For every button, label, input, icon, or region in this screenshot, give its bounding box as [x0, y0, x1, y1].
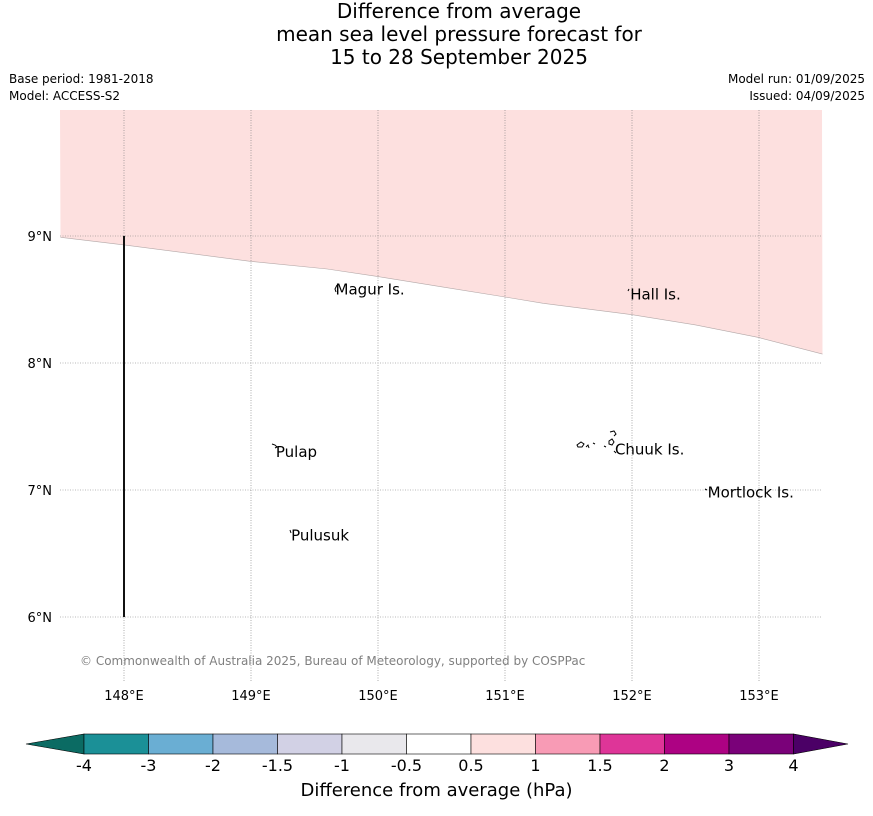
- lon-tick-label: 150°E: [358, 689, 398, 704]
- colorbar-over-triangle: [793, 733, 849, 755]
- island-magur: [334, 284, 338, 293]
- title-line-1: Difference from average: [336, 0, 582, 23]
- island-chuuk: [576, 430, 617, 454]
- lon-tick-label: 152°E: [612, 689, 652, 704]
- colorbar-bin: [277, 733, 343, 755]
- lon-tick-label: 149°E: [231, 689, 271, 704]
- lat-tick-label: 7°N: [28, 484, 53, 499]
- title-line-3: 15 to 28 September 2025: [330, 45, 588, 69]
- lon-tick-label: 148°E: [104, 689, 144, 704]
- island-mortlock: [704, 488, 708, 491]
- island-outlines: [271, 284, 708, 534]
- colorbar-tick-label: 4: [788, 756, 798, 775]
- colorbar-bin: [535, 733, 601, 755]
- colorbar-bin: [599, 733, 665, 755]
- colorbar-under-triangle: [25, 733, 85, 755]
- contour-line: [60, 237, 823, 355]
- lat-tick-label: 6°N: [28, 611, 53, 626]
- map-panel: 148°E 149°E 150°E 151°E 152°E 153°E 9°N 8°N 7°N 6…: [28, 110, 823, 704]
- lat-tick-label: 9°N: [28, 230, 53, 245]
- lat-tick-label: 8°N: [28, 357, 53, 372]
- lon-tick-label: 151°E: [485, 689, 525, 704]
- title-line-2: mean sea level pressure forecast for: [276, 22, 642, 46]
- meta-left: Base period: 1981-2018 Model: ACCESS-S2: [9, 71, 154, 105]
- colorbar-tick-label: -2: [205, 756, 221, 775]
- colorbar-tick-label: 1: [530, 756, 540, 775]
- place-label: Chuuk Is.: [615, 440, 684, 458]
- place-label: Pulap: [276, 443, 317, 461]
- colorbar-bin: [664, 733, 730, 755]
- place-label: Mortlock Is.: [708, 484, 794, 502]
- meta-right: Model run: 01/09/2025 Issued: 04/09/2025: [728, 71, 865, 105]
- colorbar-tick-label: -0.5: [391, 756, 422, 775]
- map-title: Difference from average mean sea level p…: [0, 0, 873, 69]
- shaded-region: [60, 110, 823, 355]
- colorbar-tick-label: 2: [659, 756, 669, 775]
- colorbar-tick-label: 0.5: [458, 756, 483, 775]
- copyright-text: © Commonwealth of Australia 2025, Bureau…: [80, 654, 585, 668]
- colorbar-tick-label: 1.5: [587, 756, 612, 775]
- colorbar-bin: [728, 733, 794, 755]
- place-label: Hall Is.: [630, 285, 681, 303]
- issued-date: Issued: 04/09/2025: [749, 89, 865, 103]
- colorbar-tick-label: -1.5: [262, 756, 293, 775]
- island-pulap: [271, 443, 278, 449]
- place-label: Pulusuk: [291, 527, 349, 545]
- colorbar-title: Difference from average (hPa): [300, 780, 573, 801]
- colorbar-bin: [341, 733, 407, 755]
- colorbar: -4 -3 -2 -1.5 -1 -0.5 0.5 1 1.5 2 3 4: [25, 733, 849, 775]
- colorbar-bin: [148, 733, 214, 755]
- colorbar-tick-label: 3: [724, 756, 734, 775]
- base-period: Base period: 1981-2018: [9, 72, 154, 86]
- colorbar-bin: [470, 733, 536, 755]
- model-run: Model run: 01/09/2025: [727, 72, 865, 86]
- lon-tick-label: 153°E: [739, 689, 779, 704]
- place-label: Magur Is.: [336, 280, 405, 298]
- colorbar-tick-label: -4: [76, 756, 92, 775]
- colorbar-bin: [406, 733, 472, 755]
- island-pulusuk: [289, 529, 292, 534]
- colorbar-tick-label: -3: [141, 756, 157, 775]
- model-name: Model: ACCESS-S2: [9, 89, 121, 103]
- colorbar-tick-label: -1: [334, 756, 350, 775]
- island-hall: [627, 288, 630, 292]
- colorbar-bin: [212, 733, 278, 755]
- colorbar-bin: [83, 733, 149, 755]
